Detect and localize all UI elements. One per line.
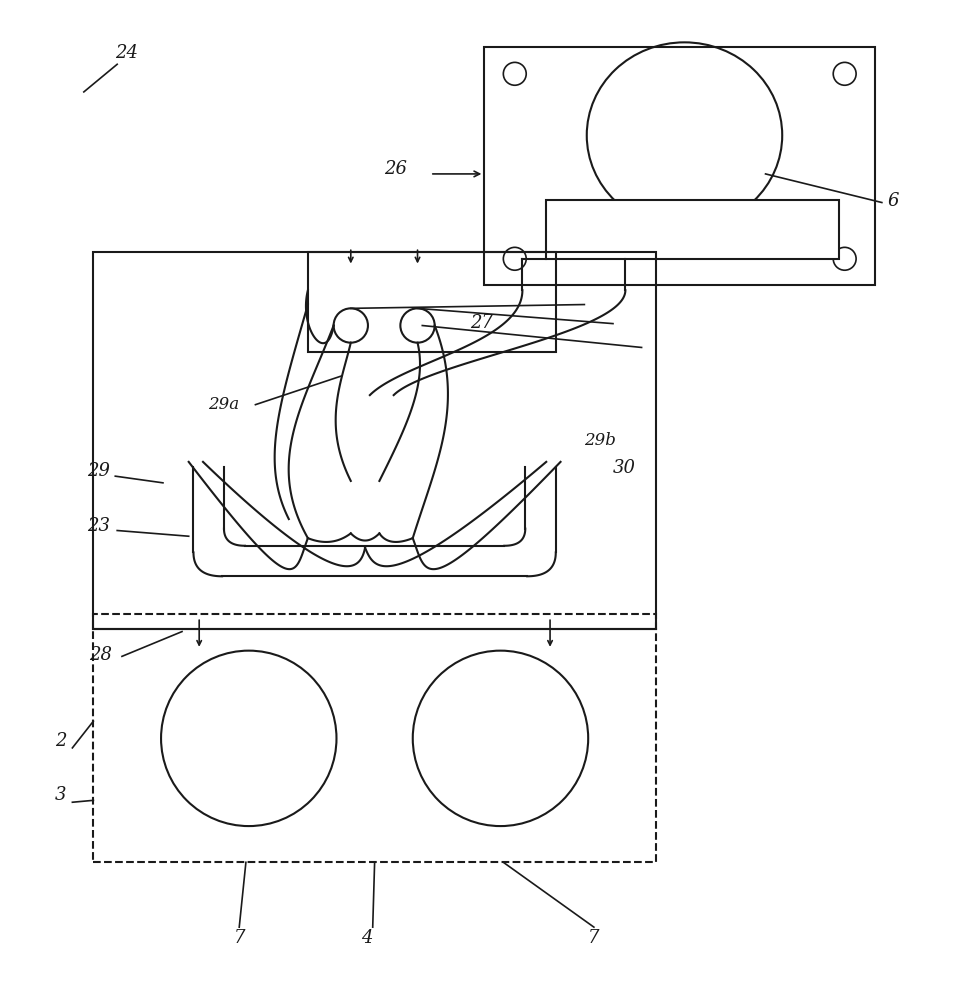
Text: 3: 3 [56, 786, 67, 804]
Text: 6: 6 [888, 192, 900, 210]
Circle shape [503, 247, 526, 270]
Text: 29b: 29b [584, 432, 617, 449]
Text: 7: 7 [233, 929, 245, 947]
Circle shape [833, 62, 856, 85]
Text: 2: 2 [56, 732, 67, 750]
Bar [308, 252, 556, 352]
Circle shape [833, 247, 856, 270]
Text: 28: 28 [88, 646, 111, 664]
Text: 24: 24 [115, 44, 138, 62]
Text: 29a: 29a [208, 396, 239, 413]
Bar [93, 614, 656, 862]
Text: 30: 30 [613, 459, 636, 477]
Text: 29: 29 [86, 462, 109, 480]
Text: 27: 27 [470, 314, 493, 332]
Text: 23: 23 [86, 517, 109, 535]
Bar [484, 47, 876, 285]
Circle shape [503, 62, 526, 85]
Circle shape [400, 308, 434, 343]
Text: 7: 7 [588, 929, 599, 947]
Text: 26: 26 [385, 160, 408, 178]
Bar [93, 252, 656, 629]
Bar [547, 200, 839, 259]
Circle shape [334, 308, 368, 343]
Text: 4: 4 [362, 929, 373, 947]
